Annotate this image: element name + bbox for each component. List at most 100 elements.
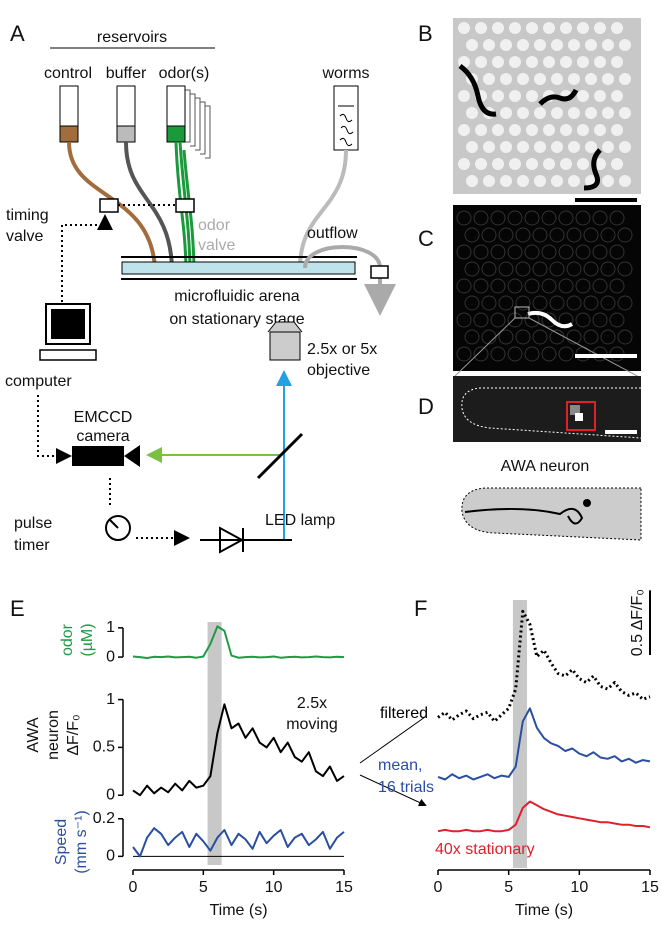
- post: [568, 141, 580, 153]
- post: [575, 278, 591, 294]
- post: [517, 39, 529, 51]
- post: [560, 124, 572, 136]
- post: [558, 278, 574, 294]
- post: [481, 295, 497, 311]
- series-label-line: 16 trials: [378, 779, 434, 796]
- post: [456, 278, 472, 294]
- post: [475, 158, 487, 170]
- post: [532, 261, 548, 277]
- panel-label: D: [418, 394, 434, 419]
- post: [609, 210, 625, 226]
- valve: [99, 198, 119, 213]
- outflow-tube: [303, 245, 396, 316]
- post: [481, 261, 497, 277]
- neuron-sketch: [464, 507, 584, 525]
- post: [585, 39, 597, 51]
- fluid: [116, 125, 136, 143]
- led: [200, 526, 292, 554]
- post: [558, 210, 574, 226]
- label: LED lamp: [265, 512, 335, 529]
- post: [490, 278, 506, 294]
- post: [466, 39, 478, 51]
- post: [619, 141, 631, 153]
- post: [619, 175, 631, 187]
- post: [577, 90, 589, 102]
- post: [566, 227, 582, 243]
- post: [575, 312, 591, 328]
- post: [526, 158, 538, 170]
- label: pulse: [14, 515, 52, 532]
- post: [541, 346, 557, 362]
- post: [534, 73, 546, 85]
- trace: [437, 707, 651, 781]
- label: on stationary stage: [169, 311, 304, 328]
- post: [483, 175, 495, 187]
- post: [456, 210, 472, 226]
- post: [509, 90, 521, 102]
- post: [458, 90, 470, 102]
- x-tick-label: 5: [199, 879, 208, 896]
- post: [568, 73, 580, 85]
- post: [549, 295, 565, 311]
- label: objective: [307, 362, 370, 379]
- tubing: [298, 149, 348, 269]
- post: [507, 210, 523, 226]
- label: timing: [6, 207, 49, 224]
- post: [592, 244, 608, 260]
- post: [543, 158, 555, 170]
- y-axis-label: neuron: [45, 710, 62, 760]
- series-label-line: mean,: [378, 757, 422, 774]
- post: [515, 329, 531, 345]
- post: [551, 141, 563, 153]
- post: [500, 107, 512, 119]
- post: [507, 346, 523, 362]
- post: [473, 244, 489, 260]
- label: camera: [76, 428, 129, 445]
- post: [583, 295, 599, 311]
- link: [61, 214, 113, 302]
- post: [498, 227, 514, 243]
- fluid: [59, 125, 79, 143]
- post: [602, 39, 614, 51]
- trace: [132, 625, 345, 659]
- images: AWA neuron: [452, 18, 642, 541]
- post: [492, 90, 504, 102]
- y-axis-label: ΔF/F₀: [65, 714, 82, 755]
- post: [602, 107, 614, 119]
- panel-label: C: [418, 226, 434, 251]
- soma: [583, 499, 591, 507]
- label: control: [44, 65, 92, 82]
- post: [458, 158, 470, 170]
- post: [524, 210, 540, 226]
- y-tick-label: 0.2: [93, 810, 115, 827]
- post: [483, 141, 495, 153]
- label: valve: [6, 228, 43, 245]
- neuron: [575, 413, 583, 421]
- roi: [566, 401, 596, 431]
- objective: [267, 321, 303, 361]
- post: [583, 329, 599, 345]
- post: [541, 210, 557, 226]
- post: [534, 107, 546, 119]
- post: [611, 22, 623, 34]
- label: computer: [5, 373, 72, 390]
- post: [566, 261, 582, 277]
- label: 2.5x or 5x: [307, 341, 377, 358]
- post: [515, 295, 531, 311]
- post: [566, 295, 582, 311]
- panel-label: A: [10, 21, 25, 46]
- y-tick-label: 1: [106, 619, 115, 636]
- y-tick-label: 0: [106, 786, 115, 803]
- post: [600, 329, 616, 345]
- post: [532, 227, 548, 243]
- post: [458, 124, 470, 136]
- post: [560, 56, 572, 68]
- post: [541, 312, 557, 328]
- post: [600, 227, 616, 243]
- y-tick-label: 1: [106, 691, 115, 708]
- annotation: moving: [286, 716, 338, 733]
- post: [464, 227, 480, 243]
- label: reservoirs: [97, 29, 167, 46]
- camera-lens: [124, 445, 140, 467]
- y-tick-label: 0.5: [93, 739, 115, 756]
